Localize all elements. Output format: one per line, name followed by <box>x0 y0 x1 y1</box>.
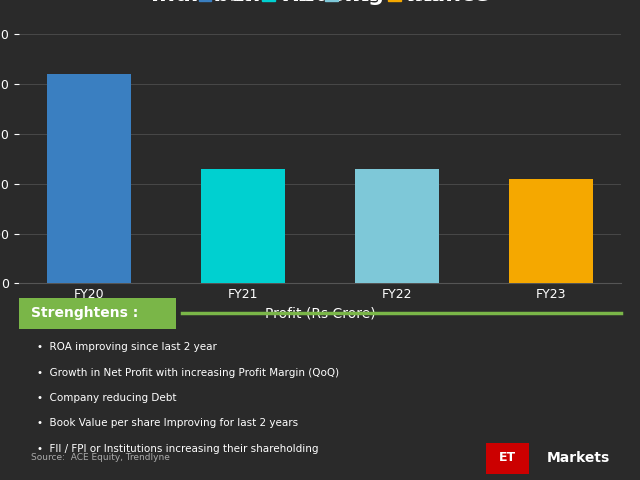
Bar <box>200 169 285 283</box>
Text: •  Growth in Net Profit with increasing Profit Margin (QoQ): • Growth in Net Profit with increasing P… <box>37 368 339 378</box>
X-axis label: Profit (Rs Crore): Profit (Rs Crore) <box>265 307 375 321</box>
Text: Source:  ACE Equity, Trendlyne: Source: ACE Equity, Trendlyne <box>31 453 170 462</box>
Text: •  Book Value per share Improving for last 2 years: • Book Value per share Improving for las… <box>37 419 298 428</box>
Text: •  ROA improving since last 2 year: • ROA improving since last 2 year <box>37 342 217 352</box>
Legend: FY20, FY21, FY22, FY23: FY20, FY21, FY22, FY23 <box>194 0 446 9</box>
Bar <box>355 169 440 283</box>
Bar <box>486 444 529 473</box>
Text: Markets: Markets <box>547 451 609 465</box>
Bar <box>509 179 593 283</box>
Bar <box>47 74 131 283</box>
Text: ET: ET <box>499 451 516 464</box>
Text: Strenghtens :: Strenghtens : <box>31 306 138 320</box>
Bar <box>19 298 175 329</box>
Title: Indiabulls Housing Finance: Indiabulls Housing Finance <box>151 0 489 4</box>
Text: •  FII / FPI or Institutions increasing their shareholding: • FII / FPI or Institutions increasing t… <box>37 444 319 454</box>
Text: •  Company reducing Debt: • Company reducing Debt <box>37 393 177 403</box>
